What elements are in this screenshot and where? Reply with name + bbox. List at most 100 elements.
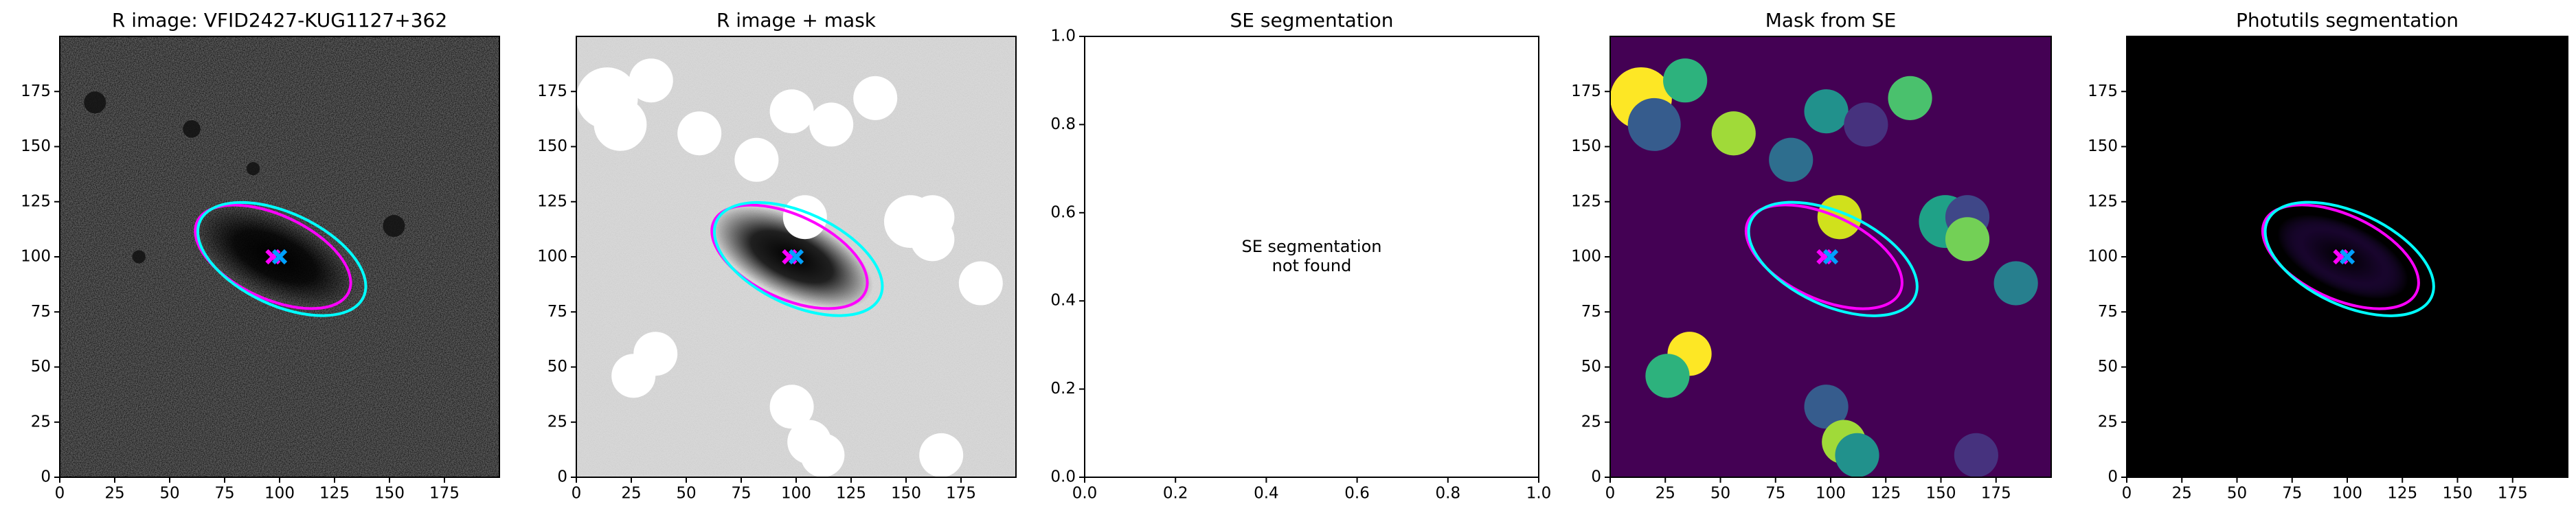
- mask-region: [594, 98, 647, 151]
- panel: 0 25 50 75 100 125 150 175 0 25 50 75 100 125 150 175 R …: [537, 9, 1017, 503]
- fit-ellipse: [1744, 203, 1903, 310]
- image-area: [576, 36, 1016, 477]
- x-tick-label: 125: [2387, 485, 2417, 503]
- mask-region: [1835, 433, 1879, 477]
- x-tick-label: 50: [159, 485, 179, 503]
- mask-region: [629, 58, 673, 103]
- y-tick-label: 175: [1571, 82, 1601, 100]
- x-tick-label: 150: [2443, 485, 2473, 503]
- y-tick-label: 100: [537, 248, 567, 266]
- mask-region: [734, 137, 779, 182]
- y-tick-label: 150: [2088, 137, 2118, 155]
- y-tick-label: 50: [31, 358, 51, 376]
- y-tick-label: 0: [1591, 468, 1601, 486]
- y-tick-label: 0.8: [1050, 115, 1076, 133]
- fit-ellipse: [712, 201, 884, 317]
- x-tick-label: 100: [781, 485, 811, 503]
- x-tick-label: 1.0: [1526, 485, 1552, 503]
- panel-title: Mask from SE: [1765, 9, 1897, 32]
- y-tick-label: 125: [2088, 192, 2118, 210]
- fit-ellipse: [1747, 201, 1919, 317]
- x-tick-label: 125: [319, 485, 350, 503]
- mask-region: [910, 217, 955, 262]
- x-tick-label: 25: [2172, 485, 2192, 503]
- mask-region: [919, 433, 964, 477]
- y-tick-label: 100: [2088, 248, 2118, 266]
- y-tick-label: 50: [547, 358, 567, 376]
- mask-region: [769, 89, 814, 134]
- x-tick-label: 50: [1710, 485, 1730, 503]
- annotation-line: SE segmentation: [1242, 237, 1382, 256]
- x-tick-label: 0.4: [1254, 485, 1279, 503]
- fit-ellipse: [2261, 203, 2420, 310]
- x-tick-label: 150: [374, 485, 405, 503]
- mask-region: [800, 433, 845, 477]
- panel: 0 25 50 75 100 125 150 175 0 25 50 75 100 125 150 175 Ph…: [2088, 9, 2568, 503]
- x-tick-label: 25: [621, 485, 641, 503]
- image-area: [60, 36, 499, 477]
- x-tick-label: 100: [2332, 485, 2362, 503]
- y-tick-label: 0.6: [1050, 203, 1076, 221]
- y-tick-label: 150: [21, 137, 51, 155]
- star: [183, 120, 201, 138]
- center-marker: [788, 249, 804, 265]
- y-tick-label: 25: [31, 413, 51, 431]
- y-tick-label: 0.2: [1050, 380, 1076, 398]
- y-tick-label: 1.0: [1050, 27, 1076, 45]
- mask-region: [1645, 354, 1690, 398]
- mask-region: [611, 354, 656, 398]
- x-tick-label: 25: [1656, 485, 1675, 503]
- x-tick-label: 175: [1981, 485, 2011, 503]
- y-tick-label: 100: [21, 248, 51, 266]
- x-tick-label: 75: [731, 485, 751, 503]
- mask-region: [1627, 98, 1681, 151]
- center-marker: [271, 249, 288, 265]
- panel-title: Photutils segmentation: [2236, 9, 2459, 32]
- x-tick-label: 75: [214, 485, 234, 503]
- y-tick-label: 75: [1581, 303, 1601, 321]
- y-tick-label: 0.0: [1050, 468, 1076, 486]
- y-tick-label: 175: [21, 82, 51, 100]
- mask-region: [1888, 76, 1932, 120]
- image-area: [1610, 36, 2051, 477]
- x-tick-label: 125: [1871, 485, 1901, 503]
- y-tick-label: 50: [1581, 358, 1601, 376]
- x-tick-label: 50: [2227, 485, 2247, 503]
- mask-region: [769, 385, 814, 429]
- x-tick-label: 175: [946, 485, 976, 503]
- x-tick-label: 150: [1926, 485, 1956, 503]
- y-tick-label: 50: [2098, 358, 2118, 376]
- y-tick-label: 25: [547, 413, 567, 431]
- x-tick-label: 100: [1816, 485, 1846, 503]
- mask-region: [1993, 261, 2038, 306]
- star: [84, 91, 106, 114]
- fit-ellipse: [710, 203, 869, 310]
- panel: 0 25 50 75 100 125 150 175 0 25 50 75 100 125 150 175 Ma…: [1571, 9, 2052, 503]
- x-tick-label: 75: [2282, 485, 2302, 503]
- panel: 0 25 50 75 100 125 150 175 0 25 50 75 100 125 150 175 R …: [21, 9, 500, 503]
- panel-title: R image: VFID2427-KUG1127+362: [112, 9, 447, 32]
- y-tick-label: 0: [41, 468, 51, 486]
- y-tick-label: 100: [1571, 248, 1601, 266]
- y-tick-label: 0: [2108, 468, 2118, 486]
- y-tick-label: 150: [1571, 137, 1601, 155]
- x-tick-label: 175: [2498, 485, 2528, 503]
- star: [247, 162, 260, 176]
- y-tick-label: 125: [537, 192, 567, 210]
- mask-region: [677, 111, 722, 156]
- x-tick-label: 0.8: [1436, 485, 1461, 503]
- fit-ellipse: [196, 201, 368, 317]
- y-tick-label: 75: [31, 303, 51, 321]
- x-tick-label: 0: [2122, 485, 2132, 503]
- mask-region: [1804, 385, 1849, 429]
- axes-frame: [1084, 36, 1539, 478]
- mask-region: [1945, 217, 1990, 262]
- x-tick-label: 25: [104, 485, 124, 503]
- x-tick-label: 0: [1605, 485, 1616, 503]
- y-tick-label: 150: [537, 137, 567, 155]
- y-tick-label: 175: [2088, 82, 2118, 100]
- panel-title: R image + mask: [716, 9, 877, 32]
- y-tick-label: 25: [2098, 413, 2118, 431]
